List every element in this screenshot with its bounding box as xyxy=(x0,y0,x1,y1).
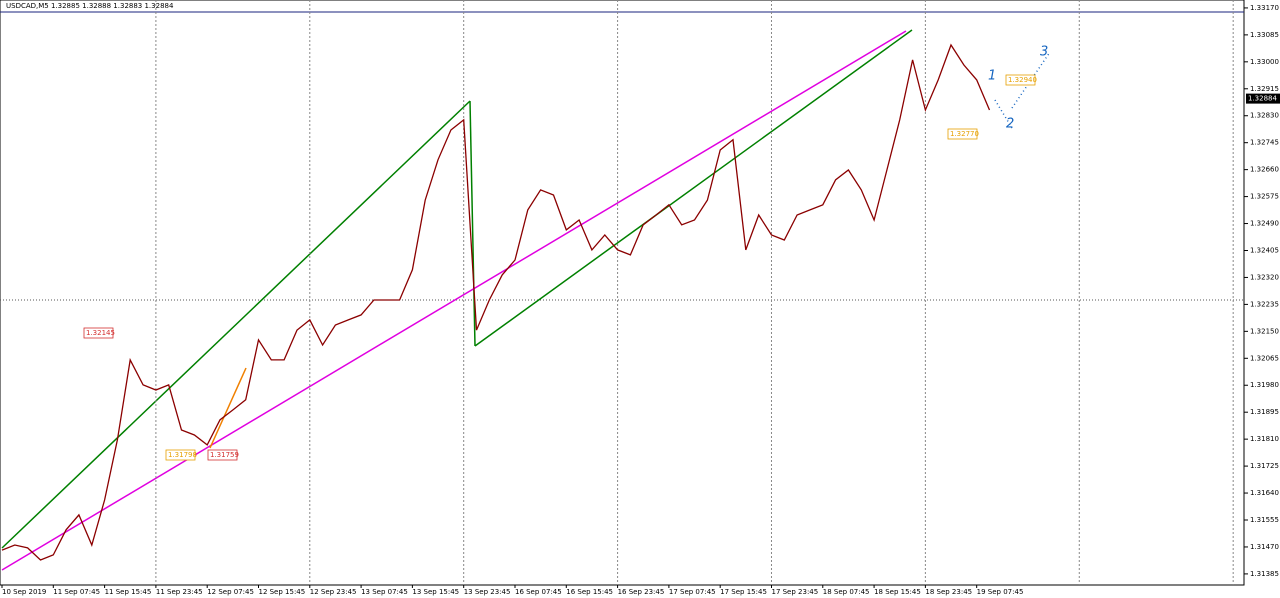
price-line xyxy=(1,43,991,561)
trendline xyxy=(209,367,247,449)
x-tick-label: 16 Sep 23:45 xyxy=(618,588,665,596)
x-tick-label: 11 Sep 23:45 xyxy=(156,588,203,596)
y-tick-label: 1.32660 xyxy=(1250,166,1279,174)
annotation-box xyxy=(947,128,978,140)
annotation: 1.31759 xyxy=(210,451,239,459)
y-tick-label: 1.33170 xyxy=(1250,4,1279,12)
x-tick-label: 16 Sep 07:45 xyxy=(515,588,562,596)
y-tick-label: 1.32915 xyxy=(1250,85,1279,93)
y-tick-label: 1.31385 xyxy=(1250,570,1279,578)
y-tick-label: 1.31640 xyxy=(1250,489,1279,497)
y-tick-label: 1.31980 xyxy=(1250,381,1279,389)
plot-frame xyxy=(0,0,1245,586)
wave-line xyxy=(994,99,1013,129)
x-tick-label: 12 Sep 15:45 xyxy=(258,588,305,596)
x-tick-label: 17 Sep 15:45 xyxy=(720,588,767,596)
x-tick-label: 17 Sep 23:45 xyxy=(771,588,818,596)
last-price-label: 1.32884 xyxy=(1248,95,1277,103)
last-price-box xyxy=(1246,93,1280,104)
x-tick-label: 13 Sep 07:45 xyxy=(361,588,408,596)
y-tick-label: 1.32150 xyxy=(1250,327,1279,335)
x-tick-label: 10 Sep 2019 xyxy=(2,588,46,596)
x-tick-label: 18 Sep 07:45 xyxy=(823,588,870,596)
x-tick-label: 18 Sep 15:45 xyxy=(874,588,921,596)
y-tick-label: 1.33085 xyxy=(1250,31,1279,39)
x-tick-label: 13 Sep 15:45 xyxy=(412,588,459,596)
y-tick-label: 1.32830 xyxy=(1250,112,1279,120)
annotation: 1 xyxy=(988,69,996,84)
y-tick-label: 1.32575 xyxy=(1250,193,1279,201)
wave-line xyxy=(1011,51,1051,109)
trendline xyxy=(1,30,907,571)
y-tick-label: 1.33000 xyxy=(1250,58,1279,66)
annotation: 1.32145 xyxy=(86,329,115,337)
annotation: 1.31798 xyxy=(168,451,197,459)
y-tick-label: 1.32405 xyxy=(1250,246,1279,254)
annotation-box xyxy=(207,449,238,461)
x-tick-label: 17 Sep 07:45 xyxy=(669,588,716,596)
x-tick-label: 12 Sep 23:45 xyxy=(310,588,357,596)
annotation: 1.32940 xyxy=(1008,76,1037,84)
annotation: 1.32770 xyxy=(950,130,979,138)
x-tick-label: 19 Sep 07:45 xyxy=(977,588,1024,596)
x-tick-label: 13 Sep 23:45 xyxy=(464,588,511,596)
y-tick-label: 1.32065 xyxy=(1250,354,1279,362)
y-tick-label: 1.32235 xyxy=(1250,300,1279,308)
annotation-box xyxy=(1005,74,1036,86)
x-tick-label: 12 Sep 07:45 xyxy=(207,588,254,596)
annotation-box xyxy=(165,449,196,461)
trendlines xyxy=(1,29,1051,571)
annotation: 2 xyxy=(1006,117,1014,132)
x-tick-label: 11 Sep 15:45 xyxy=(105,588,152,596)
y-tick-label: 1.32320 xyxy=(1250,273,1279,281)
annotation: 3 xyxy=(1040,45,1048,60)
x-tick-label: 11 Sep 07:45 xyxy=(53,588,100,596)
x-tick-label: 16 Sep 15:45 xyxy=(566,588,613,596)
trendline xyxy=(469,100,476,347)
y-tick-label: 1.31895 xyxy=(1250,408,1279,416)
y-tick-label: 1.32490 xyxy=(1250,220,1279,228)
y-tick-label: 1.31470 xyxy=(1250,543,1279,551)
trendline xyxy=(1,100,471,549)
y-tick-label: 1.31810 xyxy=(1250,435,1279,443)
x-tick-label: 18 Sep 23:45 xyxy=(925,588,972,596)
annotation-box xyxy=(83,327,114,339)
y-tick-label: 1.31555 xyxy=(1250,516,1279,524)
y-tick-label: 1.31725 xyxy=(1250,462,1279,470)
y-tick-label: 1.32745 xyxy=(1250,139,1279,147)
chart-title: USDCAD,M5 1.32885 1.32888 1.32883 1.3288… xyxy=(6,2,174,10)
trendline xyxy=(474,29,913,347)
